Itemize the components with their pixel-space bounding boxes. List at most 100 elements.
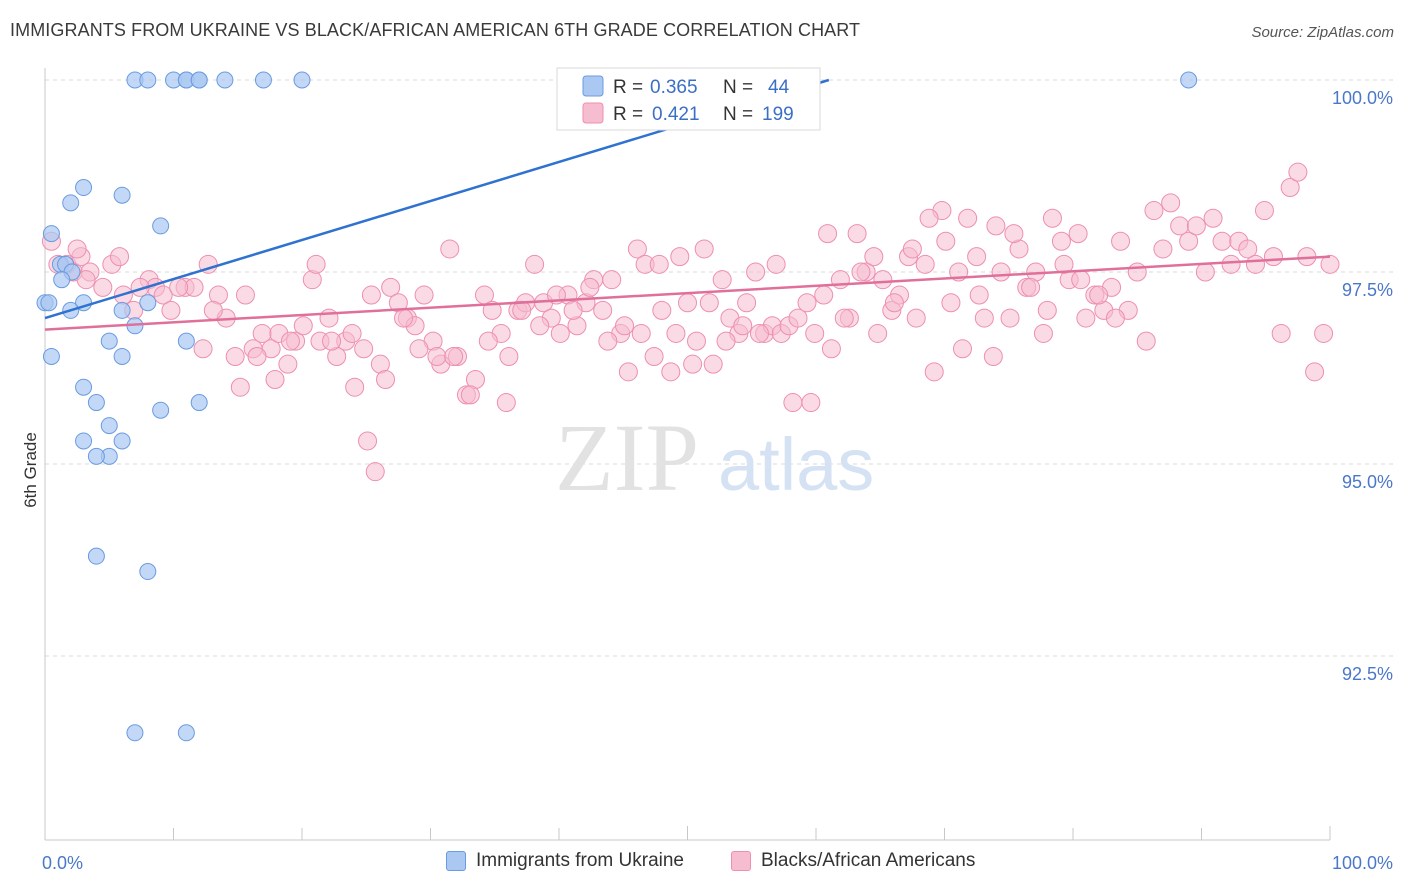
- pink-point-101: [915, 254, 935, 274]
- pink-point-206: [1071, 270, 1091, 290]
- pink-point-116: [1042, 208, 1062, 228]
- pink-point-185: [716, 331, 736, 351]
- pink-point-168: [427, 346, 447, 366]
- pink-point-157: [247, 346, 267, 366]
- pink-point-196: [902, 239, 922, 259]
- pink-point-110: [991, 262, 1011, 282]
- pink-point-180: [631, 323, 651, 343]
- pink-point-179: [615, 316, 635, 336]
- pink-point-165: [376, 370, 396, 390]
- stats-legend-r-label-2: R =: [613, 104, 643, 125]
- blue-point-40: [87, 547, 105, 565]
- blue-point-35: [100, 417, 118, 435]
- blue-point-13: [62, 194, 80, 212]
- pink-point-21: [235, 285, 255, 305]
- pink-point-102: [924, 362, 944, 382]
- blue-point-34: [152, 401, 170, 419]
- legend-item-ukraine[interactable]: Immigrants from Ukraine: [446, 850, 684, 872]
- pink-point-139: [1238, 239, 1258, 259]
- pink-point-142: [1263, 247, 1283, 267]
- legend-swatch-ukraine: [446, 851, 466, 871]
- pink-point-195: [884, 293, 904, 313]
- stats-legend-r-value-1: 0.365: [650, 77, 698, 98]
- pink-point-81: [746, 262, 766, 282]
- blue-point-30: [113, 347, 131, 365]
- axis-layer: [44, 68, 1331, 841]
- stats-legend-n-label-1: N =: [723, 77, 753, 98]
- pink-point-208: [1105, 308, 1125, 328]
- pink-point-72: [670, 247, 690, 267]
- pink-point-191: [818, 224, 838, 244]
- pink-point-70: [652, 300, 672, 320]
- pink-point-194: [868, 323, 888, 343]
- pink-point-171: [478, 331, 498, 351]
- pink-point-87: [797, 293, 817, 313]
- pink-point-159: [280, 331, 300, 351]
- y-tick-label-0: 92.5%: [1342, 664, 1393, 684]
- stats-legend-pink-swatch: [582, 102, 604, 124]
- pink-point-156: [230, 377, 250, 397]
- pink-point-31: [319, 308, 339, 328]
- y-axis-label: 6th Grade: [21, 432, 40, 508]
- blue-point-43: [177, 724, 195, 742]
- blue-point-12: [113, 186, 131, 204]
- blue-point-39: [87, 447, 105, 465]
- legend-item-black-african-american[interactable]: Blacks/African Americans: [731, 850, 975, 872]
- blue-point-31: [75, 378, 93, 396]
- pink-point-186: [733, 316, 753, 336]
- pink-point-170: [460, 385, 480, 405]
- pink-point-169: [444, 346, 464, 366]
- legend-label-ukraine: Immigrants from Ukraine: [476, 850, 684, 871]
- pink-point-203: [1021, 277, 1041, 297]
- pink-point-88: [805, 323, 825, 343]
- pink-point-130: [1161, 193, 1181, 213]
- pink-point-174: [530, 316, 550, 336]
- pink-point-126: [1127, 262, 1147, 282]
- pink-point-76: [703, 354, 723, 374]
- pink-point-55: [525, 254, 545, 274]
- pink-point-189: [783, 393, 803, 413]
- pink-point-64: [602, 270, 622, 290]
- pink-point-109: [983, 346, 1003, 366]
- pink-point-20: [225, 346, 245, 366]
- y-tick-labels: 92.5% 95.0% 97.5% 100.0%: [1332, 88, 1393, 684]
- pink-point-36: [361, 285, 381, 305]
- blue-point-41: [139, 563, 157, 581]
- y-tick-label-3: 100.0%: [1332, 88, 1393, 108]
- pink-point-127: [1136, 331, 1156, 351]
- pink-point-160: [306, 254, 326, 274]
- x-tick-label-0: 0.0%: [42, 853, 83, 873]
- pink-point-197: [919, 208, 939, 228]
- pink-point-199: [952, 339, 972, 359]
- pink-point-145: [1288, 162, 1308, 182]
- pink-point-38: [381, 277, 401, 297]
- pink-point-117: [1051, 231, 1071, 251]
- pink-point-143: [1271, 323, 1291, 343]
- pink-point-132: [1179, 231, 1199, 251]
- pink-point-52: [499, 346, 519, 366]
- stats-legend-n-value-1: 44: [768, 77, 790, 98]
- pink-point-144: [1280, 178, 1300, 198]
- pink-point-80: [737, 293, 757, 313]
- trend-line-blacks-african-americans: [44, 255, 1331, 331]
- pink-point-129: [1153, 239, 1173, 259]
- pink-point-115: [1033, 323, 1053, 343]
- pink-point-198: [936, 231, 956, 251]
- y-tick-label-2: 97.5%: [1342, 280, 1393, 300]
- blue-point-29: [42, 347, 60, 365]
- pink-point-67: [627, 239, 647, 259]
- pink-point-202: [1004, 224, 1024, 244]
- pink-point-93: [847, 224, 867, 244]
- pink-point-137: [1221, 254, 1241, 274]
- pink-point-26: [278, 354, 298, 374]
- pink-point-151: [76, 270, 96, 290]
- pink-point-166: [394, 308, 414, 328]
- series-immigrants-ukraine-points: [36, 71, 1198, 742]
- pink-point-192: [834, 308, 854, 328]
- pink-point-106: [958, 208, 978, 228]
- pink-point-190: [801, 393, 821, 413]
- pink-point-150: [67, 239, 87, 259]
- blue-point-10: [1180, 71, 1198, 89]
- pink-point-42: [414, 285, 434, 305]
- pink-point-155: [203, 300, 223, 320]
